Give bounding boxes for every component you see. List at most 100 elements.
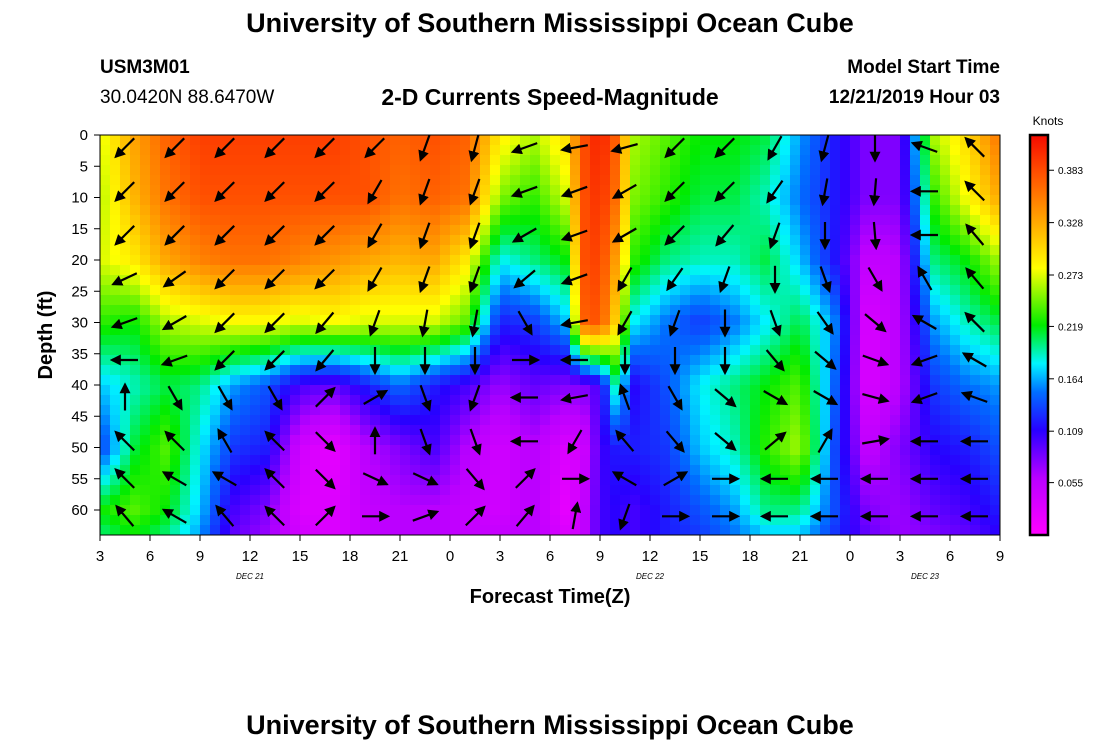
heatmap-cell [850,395,861,406]
current-vector [264,225,285,246]
heatmap-cell [490,135,501,146]
heatmap-cell [780,285,791,296]
heatmap-cell [650,255,661,266]
heatmap-cell [580,445,591,456]
heatmap-cell [130,275,141,286]
heatmap-cell [890,475,901,486]
heatmap-cell [590,265,601,276]
heatmap-cell [380,335,391,346]
heatmap-cell [940,285,951,296]
heatmap-cell [810,445,821,456]
heatmap-cell [610,215,621,226]
heatmap-cell [290,385,301,396]
heatmap-cell [160,415,171,426]
heatmap-cell [240,315,251,326]
heatmap-cell [210,435,221,446]
heatmap-cell [330,275,341,286]
heatmap-cell [870,415,881,426]
heatmap-cell [580,175,591,186]
heatmap-cell [180,245,191,256]
heatmap-cell [630,465,641,476]
heatmap-cell [630,175,641,186]
heatmap-cell [410,425,421,436]
heatmap-cell [110,415,121,426]
heatmap-cell [660,375,671,386]
heatmap-cell [660,245,671,256]
heatmap-cell [760,135,771,146]
heatmap-cell [270,375,281,386]
heatmap-cell [160,215,171,226]
heatmap-cell [340,455,351,466]
heatmap-cell [280,475,291,486]
heatmap-cell [800,295,811,306]
heatmap-cell [570,475,581,486]
heatmap-cell [880,175,891,186]
heatmap-cell [460,415,471,426]
heatmap-cell [340,495,351,506]
heatmap-cell [920,455,931,466]
heatmap-cell [420,335,431,346]
heatmap-cell [100,325,111,336]
heatmap-cell [640,485,651,496]
heatmap-cell [950,235,961,246]
heatmap-cell [730,155,741,166]
x-tick-label: 6 [146,548,154,565]
heatmap-cell [390,445,401,456]
heatmap-cell [920,515,931,526]
heatmap-cell [950,435,961,446]
heatmap-cell [520,525,531,535]
heatmap-cell [980,265,991,276]
heatmap-cell [990,485,1000,496]
heatmap-cell [800,185,811,196]
heatmap-cell [430,155,441,166]
heatmap-cell [130,245,141,256]
heatmap-cell [320,245,331,256]
heatmap-cell [180,265,191,276]
heatmap-cell [790,325,801,336]
heatmap-cell [240,435,251,446]
heatmap-cell [210,445,221,456]
heatmap-cell [300,295,311,306]
heatmap-cell [770,345,781,356]
heatmap-cell [970,195,981,206]
heatmap-cell [100,165,111,176]
current-vector [211,471,237,487]
heatmap-cell [990,315,1000,326]
heatmap-cell [180,525,191,535]
heatmap-cell [410,325,421,336]
heatmap-cell [180,475,191,486]
heatmap-cell [200,465,211,476]
heatmap-cell [830,135,841,146]
heatmap-cell [430,405,441,416]
heatmap-cell [550,345,561,356]
heatmap-cell [140,245,151,256]
heatmap-cell [990,145,1000,156]
heatmap-cell [590,285,601,296]
heatmap-cell [940,445,951,456]
heatmap-cell [920,315,931,326]
heatmap-cell [700,185,711,196]
heatmap-cell [350,465,361,476]
heatmap-cell [270,155,281,166]
heatmap-cell [250,315,261,326]
heatmap-cell [690,505,701,516]
heatmap-cell [490,395,501,406]
heatmap-cell [880,495,891,506]
heatmap-cell [430,275,441,286]
heatmap-cell [700,365,711,376]
heatmap-cell [720,245,731,256]
heatmap-cell [520,495,531,506]
heatmap-cell [640,255,651,266]
heatmap-cell [670,255,681,266]
heatmap-cell [310,265,321,276]
heatmap-cell [600,315,611,326]
heatmap-cell [280,195,291,206]
heatmap-cell [800,395,811,406]
heatmap-cell [920,285,931,296]
heatmap-cell [370,395,381,406]
heatmap-cell [960,155,971,166]
heatmap-cell [750,275,761,286]
heatmap-cell [750,285,761,296]
heatmap-cell [950,265,961,276]
heatmap-cell [200,475,211,486]
